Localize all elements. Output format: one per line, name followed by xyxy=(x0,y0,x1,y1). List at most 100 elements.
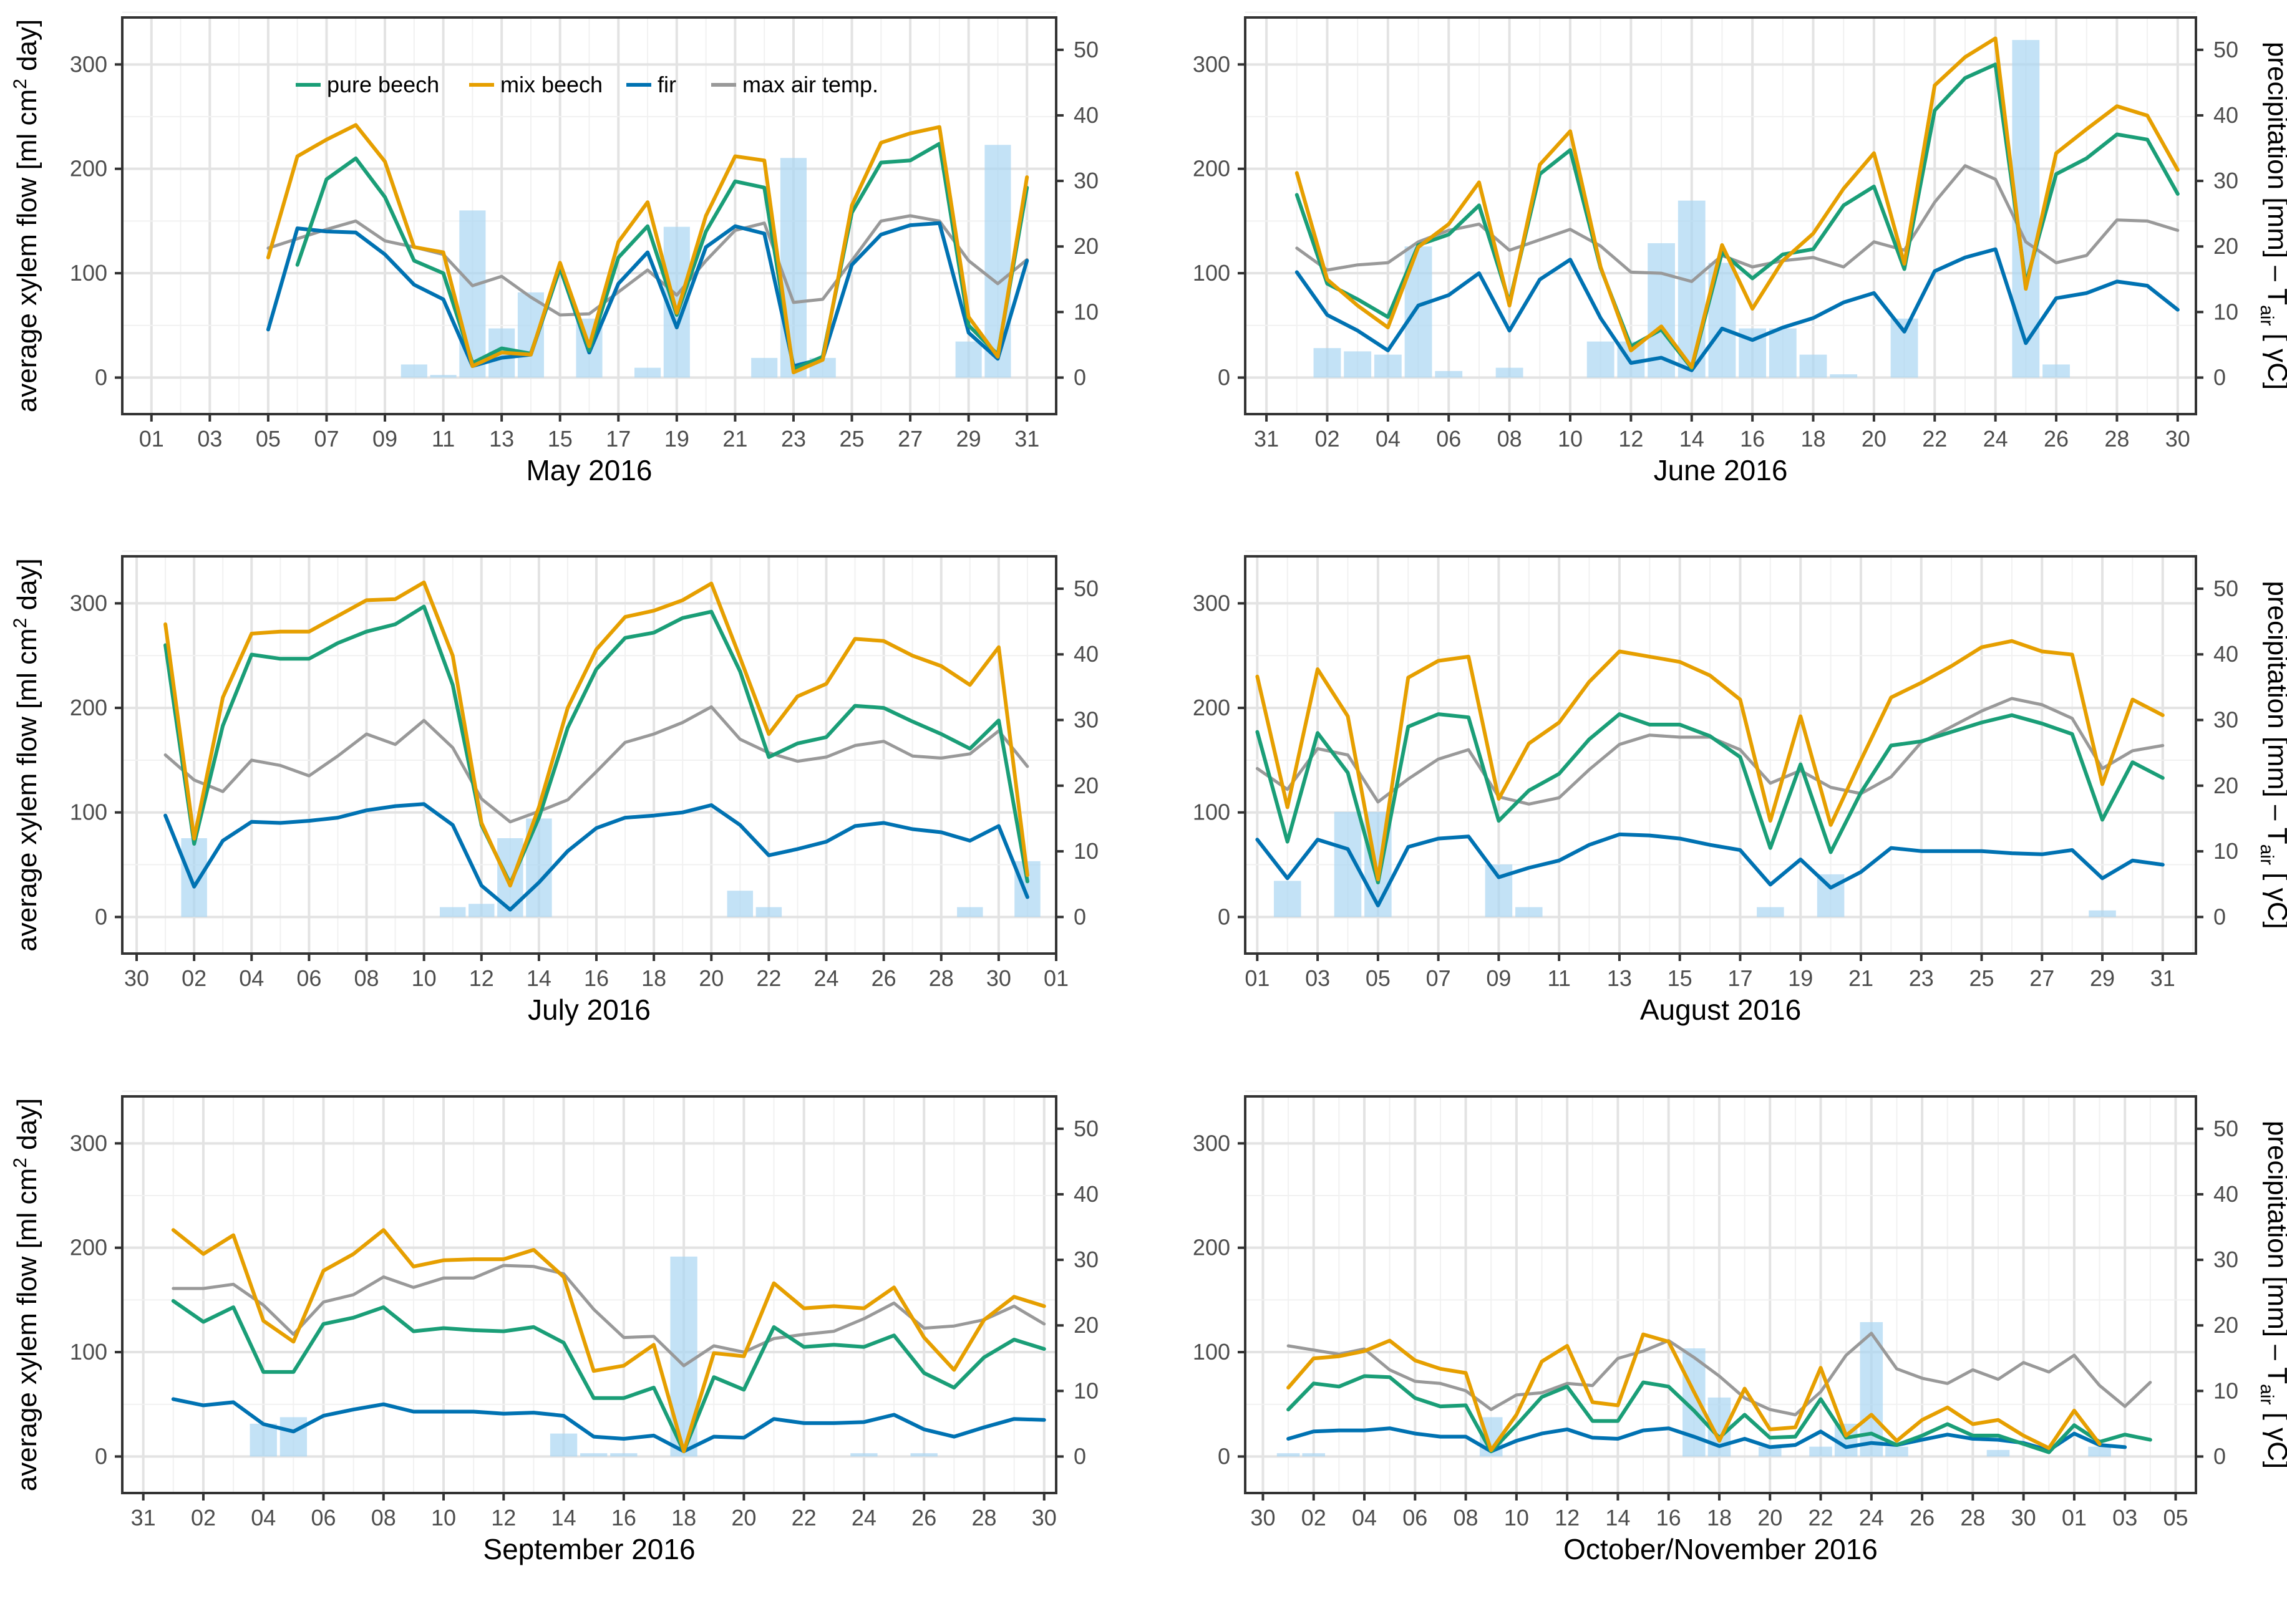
y-tick-label: 300 xyxy=(1193,51,1230,77)
x-tick-label: 20 xyxy=(1862,426,1886,452)
series-line-fir xyxy=(1294,247,2180,372)
x-tick-label: 10 xyxy=(412,965,437,991)
y2-tick-label: 30 xyxy=(1074,168,1099,193)
y2-tick-label: 50 xyxy=(2213,576,2238,601)
x-tick-label: 21 xyxy=(722,426,747,452)
left-axis-title: average xylem flow [ml cm2 day] xyxy=(10,19,42,412)
x-axis-title: May 2016 xyxy=(526,454,652,486)
series-line-fir xyxy=(171,1397,1046,1454)
x-tick-label: 24 xyxy=(852,1505,876,1530)
y2-tick-label: 50 xyxy=(1074,37,1099,62)
precipitation-bar xyxy=(517,292,544,378)
y-tick-label: 200 xyxy=(1193,156,1230,181)
x-tick-label: 24 xyxy=(1983,426,2008,452)
x-tick-label: 28 xyxy=(929,965,954,991)
y-tick-label: 0 xyxy=(1218,1443,1230,1469)
y2-tick-label: 20 xyxy=(1074,1312,1099,1338)
precipitation-bar xyxy=(610,1453,638,1457)
y2-tick-label: 40 xyxy=(2213,102,2238,128)
x-tick-label: 12 xyxy=(469,965,494,991)
precipitation-bar xyxy=(910,1453,938,1457)
precipitation-bar xyxy=(279,1417,308,1457)
x-tick-label: 02 xyxy=(191,1505,216,1530)
precipitation-bar xyxy=(1757,907,1784,917)
panel-1: 0 100 200 300 0 10 20 30 40 50 01 03 05 07 09 11 13 15 17 1… xyxy=(10,11,1099,486)
precipitation-bar xyxy=(1986,1449,2010,1457)
x-tick-label: 30 xyxy=(1250,1505,1275,1530)
x-tick-label: 02 xyxy=(182,965,206,991)
precipitation-bar xyxy=(1586,341,1614,378)
x-axis-title: October/November 2016 xyxy=(1563,1533,1878,1565)
precipitation-bar xyxy=(850,1453,878,1457)
y2-tick-label: 40 xyxy=(1074,102,1099,128)
x-axis-title: September 2016 xyxy=(483,1533,695,1565)
series-line-fir xyxy=(163,802,1029,912)
x-tick-label: 05 xyxy=(2163,1505,2188,1530)
y2-tick-label: 20 xyxy=(1074,233,1099,259)
panel-4: 0 100 200 300 0 10 20 30 40 50 01 03 05 07 09 11 13 15 17 1… xyxy=(1193,550,2287,1026)
x-tick-label: 20 xyxy=(1757,1505,1782,1530)
x-tick-label: 04 xyxy=(1352,1505,1377,1530)
precipitation-bar xyxy=(957,907,983,917)
y2-tick-label: 0 xyxy=(1074,364,1086,390)
precipitation-bar xyxy=(1758,1446,1782,1457)
y2-tick-label: 40 xyxy=(1074,641,1099,667)
x-tick-label: 30 xyxy=(2011,1505,2036,1530)
right-axis-title: precipitation [mm] – Tair [ γC] xyxy=(2256,581,2287,929)
x-tick-label: 29 xyxy=(956,426,981,452)
series-line-fir xyxy=(1286,1426,2127,1454)
precipitation-bar xyxy=(755,907,782,917)
x-tick-label: 29 xyxy=(2090,965,2115,991)
x-tick-label: 31 xyxy=(1254,426,1279,452)
x-tick-label: 30 xyxy=(986,965,1011,991)
y2-tick-label: 20 xyxy=(2213,1312,2238,1338)
x-tick-label: 12 xyxy=(1555,1505,1580,1530)
x-tick-label: 08 xyxy=(1497,426,1522,452)
x-tick-label: 26 xyxy=(911,1505,936,1530)
y-tick-label: 200 xyxy=(70,695,107,720)
y-tick-label: 300 xyxy=(1193,590,1230,616)
legend-label: fir xyxy=(658,72,676,97)
y2-tick-label: 10 xyxy=(2213,1378,2238,1403)
y-tick-label: 200 xyxy=(70,156,107,181)
precipitation-bar xyxy=(2042,364,2070,378)
y2-tick-label: 20 xyxy=(1074,773,1099,798)
y2-tick-label: 30 xyxy=(2213,1247,2238,1272)
x-tick-label: 06 xyxy=(1402,1505,1427,1530)
x-tick-label: 03 xyxy=(1305,965,1330,991)
x-tick-label: 07 xyxy=(1426,965,1451,991)
y2-tick-label: 30 xyxy=(2213,707,2238,733)
x-tick-label: 22 xyxy=(1922,426,1947,452)
x-tick-label: 01 xyxy=(139,426,164,452)
y-tick-label: 100 xyxy=(70,800,107,825)
panel-5: 0 100 200 300 0 10 20 30 40 50 31 02 04 06 08 10 12 14 16 1… xyxy=(10,1090,1099,1565)
x-tick-label: 11 xyxy=(1547,965,1570,991)
y-tick-label: 0 xyxy=(1218,364,1230,390)
y2-tick-label: 50 xyxy=(2213,37,2238,62)
precipitation-bar xyxy=(459,210,486,378)
precipitation-bar xyxy=(955,341,982,378)
x-tick-label: 22 xyxy=(1809,1505,1833,1530)
x-tick-label: 27 xyxy=(2029,965,2054,991)
legend-label: mix beech xyxy=(500,72,603,97)
x-tick-label: 25 xyxy=(840,426,865,452)
y2-tick-label: 30 xyxy=(1074,1247,1099,1272)
series-line-max-air-temp xyxy=(266,214,1029,317)
precipitation-bar xyxy=(439,907,466,917)
precipitation-bar xyxy=(780,158,807,378)
y-tick-label: 100 xyxy=(1193,800,1230,825)
x-tick-label: 28 xyxy=(971,1505,996,1530)
x-tick-label: 08 xyxy=(354,965,379,991)
precipitation-bar xyxy=(250,1423,277,1457)
series-line-mix-beech xyxy=(1255,639,2165,881)
plot-border xyxy=(1244,1095,2197,1494)
precipitation-bar xyxy=(2088,1446,2111,1457)
y-tick-label: 0 xyxy=(95,904,107,929)
plot-border xyxy=(121,1095,1057,1494)
x-tick-label: 03 xyxy=(2112,1505,2137,1530)
y-tick-label: 200 xyxy=(1193,1235,1230,1260)
x-tick-label: 14 xyxy=(551,1505,576,1530)
x-tick-label: 10 xyxy=(1558,426,1583,452)
